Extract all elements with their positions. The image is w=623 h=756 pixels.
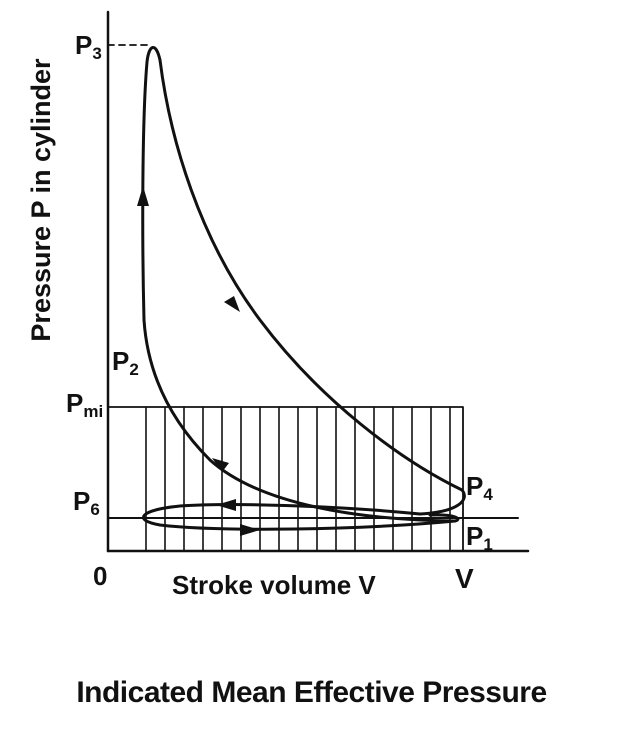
arrow-expansion-down <box>224 296 240 312</box>
p3-label: P3 <box>75 30 102 63</box>
arrow-combustion-up <box>137 186 149 206</box>
arrow-exhaust-left <box>216 499 236 511</box>
arrow-intake-right <box>240 524 260 536</box>
pumping-loop <box>141 503 460 531</box>
pmi-rectangle <box>107 406 464 552</box>
arrow-compression-left <box>212 458 229 472</box>
p1-label: P1 <box>466 521 493 554</box>
compression-curve <box>142 318 457 523</box>
diagram-title: Indicated Mean Effective Pressure <box>76 676 547 709</box>
p6-label: P6 <box>73 486 100 519</box>
p2-label: P2 <box>112 346 139 379</box>
v-end-label: V <box>455 563 474 594</box>
combustion-line <box>141 46 162 322</box>
origin-label: 0 <box>93 561 107 591</box>
expansion-curve <box>158 58 464 492</box>
p4-label: P4 <box>466 471 493 504</box>
x-axis-label: Stroke volume V <box>172 570 376 600</box>
pmi-label: Pmi <box>66 388 103 421</box>
blowdown-curve <box>418 488 466 516</box>
y-axis-label: Pressure P in cylinder <box>26 58 56 342</box>
